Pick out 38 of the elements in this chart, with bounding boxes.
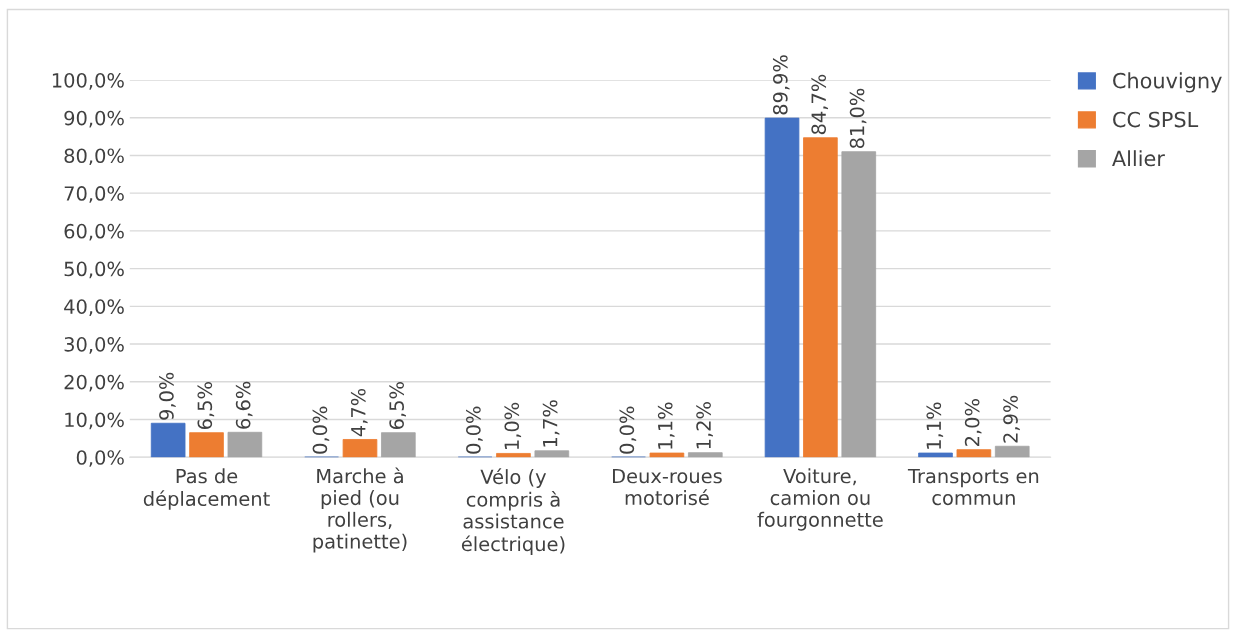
data-label: 81,0% [849, 88, 867, 149]
legend-label: CC SPSL [1113, 111, 1199, 128]
y-tick-label: 0,0% [76, 450, 124, 467]
y-tick-label: 40,0% [64, 299, 124, 316]
data-label: 1,1% [657, 402, 675, 449]
data-label: 0,0% [466, 406, 483, 454]
y-tick-label: 90,0% [64, 110, 124, 128]
data-label: 4,7% [350, 388, 368, 437]
data-label: 89,9% [772, 55, 790, 115]
data-label: 6,6% [235, 381, 253, 429]
y-tick-label: 30,0% [64, 337, 124, 354]
x-tick-label: Transports en commun [907, 468, 1039, 506]
y-tick-label: 10,0% [65, 412, 124, 430]
data-label: 2,9% [1003, 395, 1020, 443]
x-tick-label: Vélo (y compris à assistance électrique) [461, 468, 565, 556]
y-tick-label: 70,0% [64, 186, 124, 203]
x-tick-label: Pas de déplacement [143, 468, 270, 510]
x-tick-label: Deux-roues motorisé [613, 468, 722, 506]
data-label: 9,0% [159, 372, 176, 420]
x-tick-label: Voiture, camion ou fourgonnette [757, 468, 883, 531]
data-label: 0,0% [619, 406, 637, 454]
y-tick-label: 50,0% [64, 261, 124, 279]
data-label: 2,0% [964, 399, 982, 446]
x-tick-label: Marche à pied (ou rollers, patinette) [313, 467, 407, 553]
data-label: 1,0% [504, 402, 522, 450]
y-tick-label: 20,0% [64, 374, 124, 392]
y-tick-label: 60,0% [64, 223, 124, 241]
data-label: 1,2% [696, 402, 713, 449]
data-label: 0,0% [312, 406, 330, 454]
y-tick-label: 100,0% [52, 72, 124, 90]
legend-label: Chouvigny [1113, 72, 1222, 93]
data-label: 6,5% [389, 382, 406, 430]
y-tick-label: 80,0% [64, 148, 124, 166]
data-label: 1,1% [926, 402, 944, 449]
data-label: 1,7% [542, 400, 560, 447]
data-label: 6,5% [197, 382, 215, 430]
data-label: 84,7% [811, 74, 829, 135]
legend-label: Allier [1112, 150, 1165, 167]
